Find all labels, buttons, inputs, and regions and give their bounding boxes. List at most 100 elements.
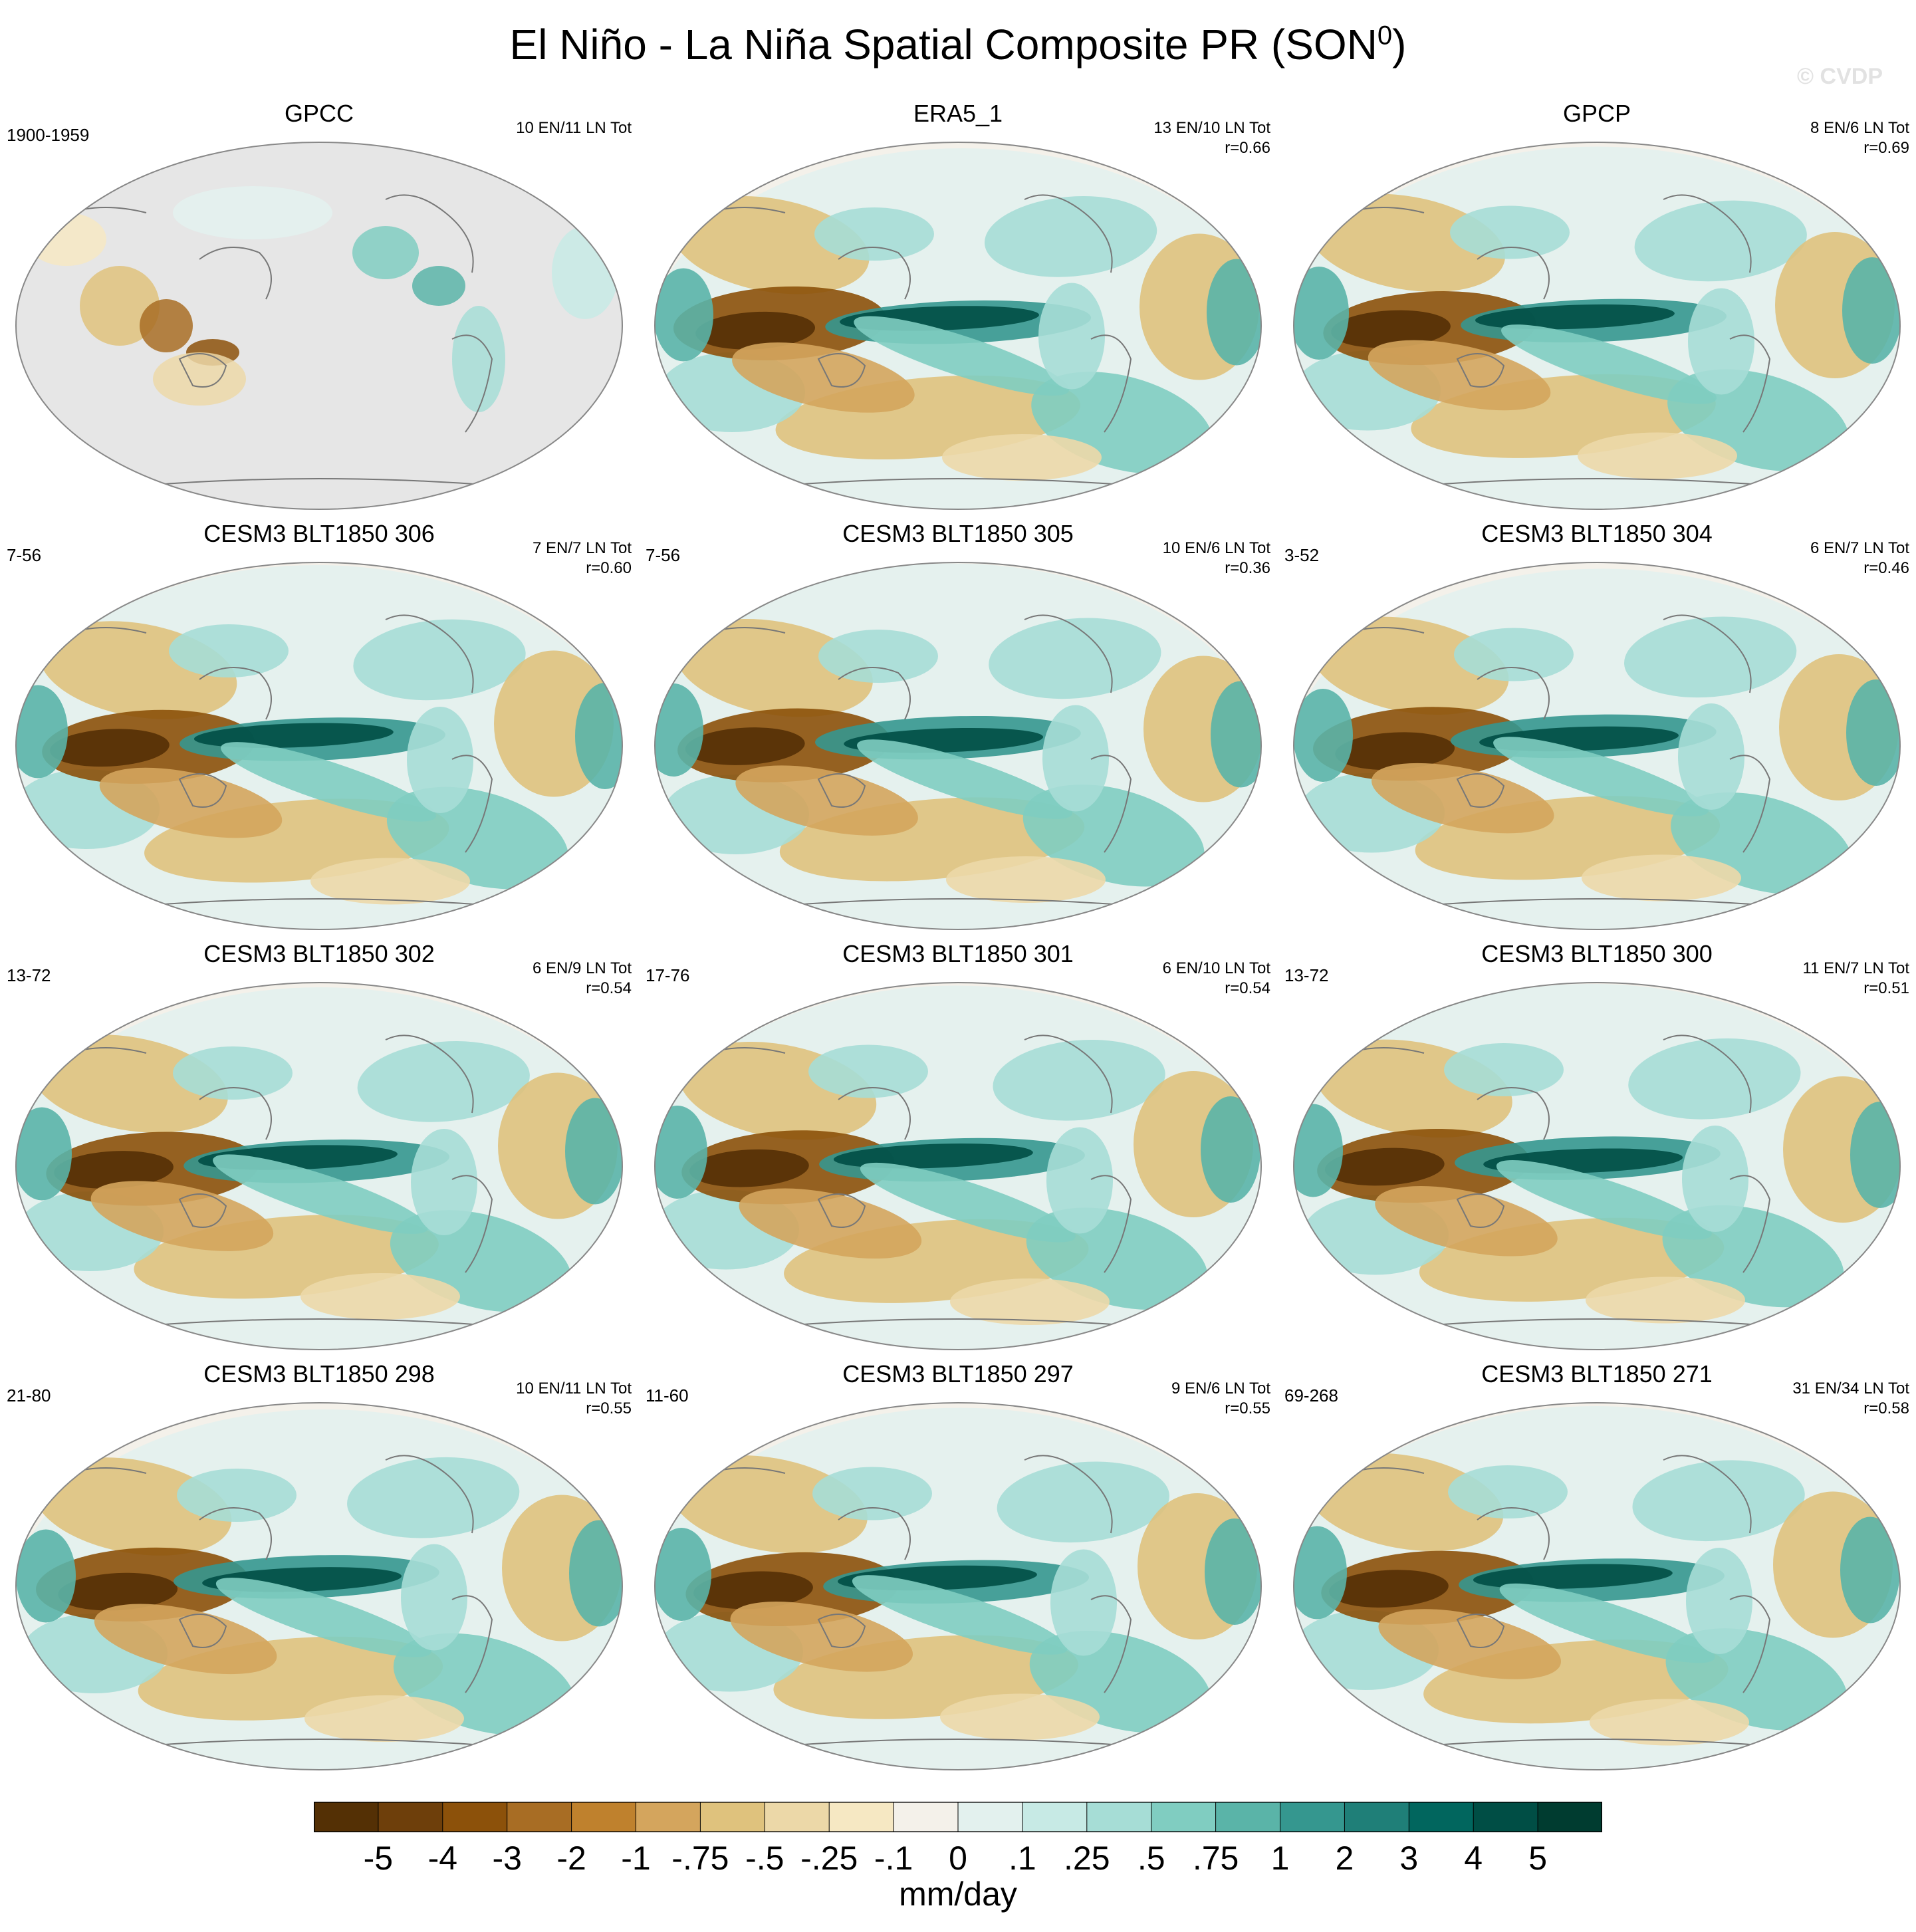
anomaly-region — [1375, 1186, 1558, 1257]
coastline — [1456, 1193, 1505, 1228]
panel-title: CESM3 BLT1850 301 — [842, 940, 1074, 967]
map-panel: CESM3 BLT1850 304 3-52 6 EN/7 LN Tot r=0.46 — [1284, 520, 1909, 932]
coastline — [199, 1507, 272, 1560]
coastline — [1663, 614, 1752, 693]
coastline — [451, 1595, 493, 1693]
anomaly-region — [732, 342, 915, 413]
anomaly-region — [1311, 616, 1509, 715]
coastline — [817, 773, 866, 808]
map-panel: CESM3 BLT1850 271 69-268 31 EN/34 LN Tot r=… — [1284, 1360, 1909, 1772]
event-counts: 7 EN/7 LN Tot — [533, 539, 632, 557]
anomaly-region — [300, 1273, 460, 1320]
anomaly-region — [1371, 763, 1554, 834]
coastline — [784, 1739, 1132, 1747]
coastline — [1477, 667, 1550, 720]
panel-years: 7-56 — [646, 545, 681, 565]
anomaly-region — [1624, 616, 1797, 698]
panel-years: 1900-1959 — [7, 125, 90, 145]
coastline — [385, 1455, 474, 1534]
anomaly-region — [1324, 1147, 1445, 1186]
colorbar-tick-label: .5 — [1137, 1840, 1165, 1877]
coastline — [1024, 614, 1113, 693]
pattern-correlation: r=0.46 — [1863, 559, 1909, 577]
panel-years: 13-72 — [7, 965, 51, 985]
map-panel: CESM3 BLT1850 301 17-76 6 EN/10 LN Tot r=0.… — [646, 940, 1270, 1352]
anomaly-region — [940, 1693, 1100, 1741]
coastline — [1090, 1175, 1132, 1273]
anomaly-region — [1686, 1548, 1752, 1654]
pattern-correlation: r=0.36 — [1225, 559, 1270, 577]
anomaly-region — [173, 1046, 293, 1100]
pattern-correlation: r=0.60 — [586, 559, 632, 577]
colorbar-tick-label: -5 — [363, 1840, 394, 1877]
anomaly-region — [412, 266, 465, 306]
pattern-correlation: r=0.55 — [586, 1399, 632, 1417]
panel-years: 21-80 — [7, 1386, 51, 1405]
anomaly-region — [735, 765, 918, 836]
anomaly-region — [1207, 259, 1261, 366]
coastline — [838, 1507, 911, 1560]
event-counts: 10 EN/6 LN Tot — [1162, 539, 1270, 557]
coastline — [451, 334, 493, 433]
anomaly-region — [730, 1602, 913, 1672]
anomaly-region — [671, 195, 870, 295]
robinson-map — [654, 142, 1262, 510]
panel-title: GPCC — [284, 100, 354, 127]
anomaly-region — [1501, 324, 1717, 404]
anomaly-region — [655, 1106, 707, 1199]
coastline — [784, 1318, 1132, 1326]
anomaly-region — [304, 1695, 464, 1742]
coastline — [178, 773, 227, 808]
anomaly-region — [310, 858, 470, 905]
map-outline — [1293, 142, 1901, 510]
anomaly-region — [1042, 705, 1109, 812]
anomaly-region — [1578, 432, 1737, 479]
colorbar-swatch — [1537, 1802, 1602, 1832]
colorbar-swatch — [571, 1802, 637, 1832]
map-outline — [1293, 982, 1901, 1350]
coastline — [199, 1087, 272, 1140]
event-counts: 10 EN/11 LN Tot — [516, 1380, 632, 1397]
anomaly-region — [818, 630, 938, 683]
coastline — [1477, 1087, 1550, 1140]
pattern-correlation: r=0.69 — [1863, 139, 1909, 157]
colorbar-tick-label: 5 — [1528, 1840, 1547, 1877]
robinson-map — [15, 142, 623, 510]
anomaly-region — [1050, 1549, 1117, 1656]
anomaly-region — [401, 1544, 467, 1651]
coastline — [1729, 334, 1771, 433]
panel-years: 11-60 — [646, 1386, 689, 1405]
colorbar-swatch — [1086, 1802, 1152, 1832]
anomaly-region — [565, 1098, 622, 1205]
map-panel: GPCP 8 EN/6 LN Tot r=0.69 — [1284, 100, 1909, 512]
anomaly-region — [193, 723, 394, 749]
anomaly-region — [1294, 689, 1353, 782]
anomaly-region — [49, 729, 170, 767]
coastline — [146, 478, 493, 486]
map-outline — [654, 1402, 1262, 1770]
anomaly-region — [58, 1572, 178, 1611]
anomaly-region — [942, 434, 1102, 481]
colorbar-swatch — [699, 1802, 766, 1832]
event-counts: 6 EN/9 LN Tot — [533, 959, 632, 977]
coastline — [1663, 1455, 1752, 1534]
anomaly-region — [1586, 1276, 1745, 1324]
anomaly-region — [695, 311, 816, 350]
panel-counts: 6 EN/9 LN Tot r=0.54 — [533, 959, 632, 999]
coastline — [178, 1614, 227, 1648]
event-counts: 13 EN/10 LN Tot — [1153, 119, 1270, 137]
anomaly-region — [1632, 1460, 1805, 1542]
anomaly-region — [177, 1469, 297, 1522]
map-panel: CESM3 BLT1850 302 13-72 6 EN/9 LN Tot r=0.5… — [7, 940, 632, 1352]
robinson-map — [15, 982, 623, 1350]
anomaly-region — [140, 299, 193, 352]
anomaly-region — [1205, 1518, 1261, 1625]
coastline — [817, 1193, 866, 1228]
anomaly-region — [1444, 1043, 1564, 1096]
colorbar-swatch — [507, 1802, 572, 1832]
map-outline — [15, 982, 623, 1350]
colorbar-swatch — [314, 1802, 379, 1832]
anomaly-region — [173, 186, 332, 239]
anomaly-region — [1846, 679, 1900, 786]
coastline — [385, 614, 474, 693]
